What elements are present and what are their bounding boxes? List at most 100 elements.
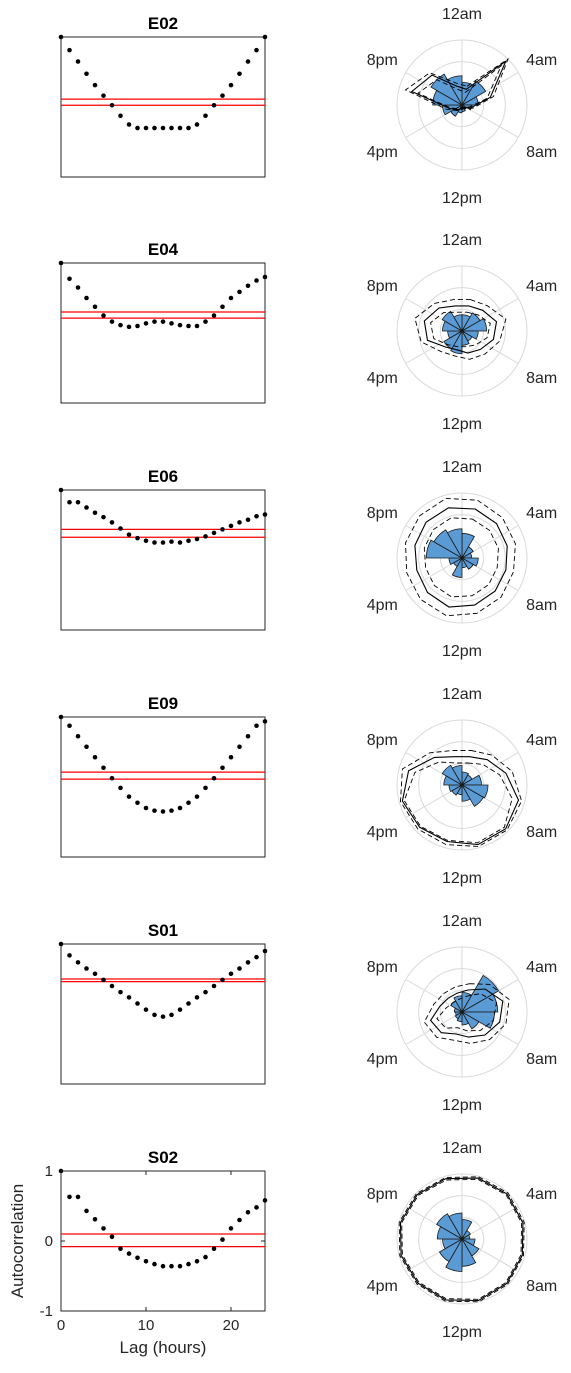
polar-label: 4pm (367, 1278, 398, 1295)
data-point (152, 1012, 157, 1018)
polar-label: 8pm (367, 959, 398, 976)
polar-s01: 12am 4am 8am 12pm 4pm 8pm (367, 913, 557, 1114)
data-point (211, 530, 217, 536)
data-point (67, 723, 72, 729)
y-axis-label: Autocorrelation (8, 1184, 27, 1298)
polar-label: 12am (442, 1140, 482, 1157)
data-point (126, 532, 132, 537)
rose-wedge (460, 783, 484, 807)
data-point (101, 313, 106, 318)
data-point (152, 1261, 157, 1267)
data-point (245, 283, 251, 289)
rose-wedge (460, 556, 474, 570)
axes-box (60, 716, 266, 858)
data-point (135, 1255, 140, 1261)
data-point (245, 59, 251, 64)
data-point (186, 1261, 191, 1267)
polar-label: 8pm (367, 732, 398, 749)
data-point (169, 1012, 174, 1018)
data-point (237, 520, 242, 525)
data-point (58, 487, 64, 493)
data-point (84, 744, 89, 750)
data-point (237, 71, 242, 77)
panel-e09: E09 (58, 694, 268, 858)
data-point (203, 319, 208, 324)
polar-label: 4am (526, 505, 557, 522)
polar-e02: 12am 4am 8am 12pm 4pm 8pm (367, 6, 557, 207)
rose-wedge (454, 1010, 464, 1020)
confidence-envelope (414, 299, 507, 360)
data-point (75, 499, 81, 505)
data-point (143, 125, 149, 131)
data-point (75, 1194, 81, 1200)
data-point (135, 800, 140, 806)
data-point (254, 1205, 259, 1210)
data-point (75, 59, 81, 64)
polar-grid-spoke (461, 104, 519, 138)
data-point (135, 323, 140, 329)
data-point (203, 113, 208, 119)
data-point (126, 122, 132, 127)
confidence-envelope (405, 497, 516, 617)
data-point (220, 1237, 225, 1242)
data-point (118, 113, 123, 119)
data-point (194, 794, 200, 799)
data-point (126, 794, 132, 799)
x-tick-label: 10 (138, 1317, 155, 1334)
polar-label: 12pm (442, 1097, 482, 1114)
rose-wedge (460, 546, 474, 560)
polar-label: 8pm (367, 52, 398, 69)
data-point (152, 125, 157, 131)
data-point (84, 966, 89, 971)
data-point (118, 1246, 123, 1251)
panel-e02: E02 (58, 14, 268, 178)
data-point (58, 260, 64, 266)
data-point (109, 102, 115, 108)
data-point (143, 538, 149, 544)
polar-label: 4pm (367, 144, 398, 161)
polar-label: 4am (526, 1186, 557, 1203)
confidence-envelope (417, 64, 503, 110)
x-tick-label: 0 (57, 1317, 65, 1334)
polar-label: 8am (526, 144, 557, 161)
data-point (220, 527, 225, 532)
polar-label: 8pm (367, 1186, 398, 1203)
data-point (92, 971, 98, 977)
panel-title: E09 (148, 694, 178, 713)
polar-label: 12pm (442, 190, 482, 207)
axes-box (60, 1170, 266, 1312)
x-tick-label: 20 (223, 1317, 240, 1334)
data-point (245, 1210, 251, 1215)
polar-label: 8pm (367, 278, 398, 295)
data-point (177, 1007, 183, 1012)
polar-e09: 12am 4am 8am 12pm 4pm 8pm (367, 686, 557, 887)
data-point (160, 809, 166, 814)
data-point (177, 125, 183, 131)
panel-title: E02 (148, 14, 178, 33)
polar-label: 8am (526, 370, 557, 387)
data-point (109, 775, 115, 781)
data-point (237, 744, 242, 750)
data-point (194, 323, 200, 329)
rose-wedge (460, 784, 489, 799)
data-point (254, 278, 259, 283)
data-point (67, 953, 72, 958)
rose-wedge (448, 1212, 463, 1241)
data-point (262, 34, 268, 40)
rose-wedge (438, 1237, 464, 1263)
rose-wedge (460, 80, 487, 107)
data-point (245, 960, 251, 965)
data-point (194, 1259, 200, 1264)
polar-label: 12pm (442, 870, 482, 887)
rose-wedge (461, 1010, 470, 1026)
mean-envelope (401, 756, 520, 846)
data-point (84, 1208, 89, 1214)
data-point (135, 1001, 140, 1006)
data-point (186, 125, 191, 131)
data-point (160, 125, 166, 131)
data-point (228, 754, 234, 760)
data-point (92, 510, 98, 516)
rose-wedge (433, 529, 464, 560)
data-point (254, 723, 259, 729)
